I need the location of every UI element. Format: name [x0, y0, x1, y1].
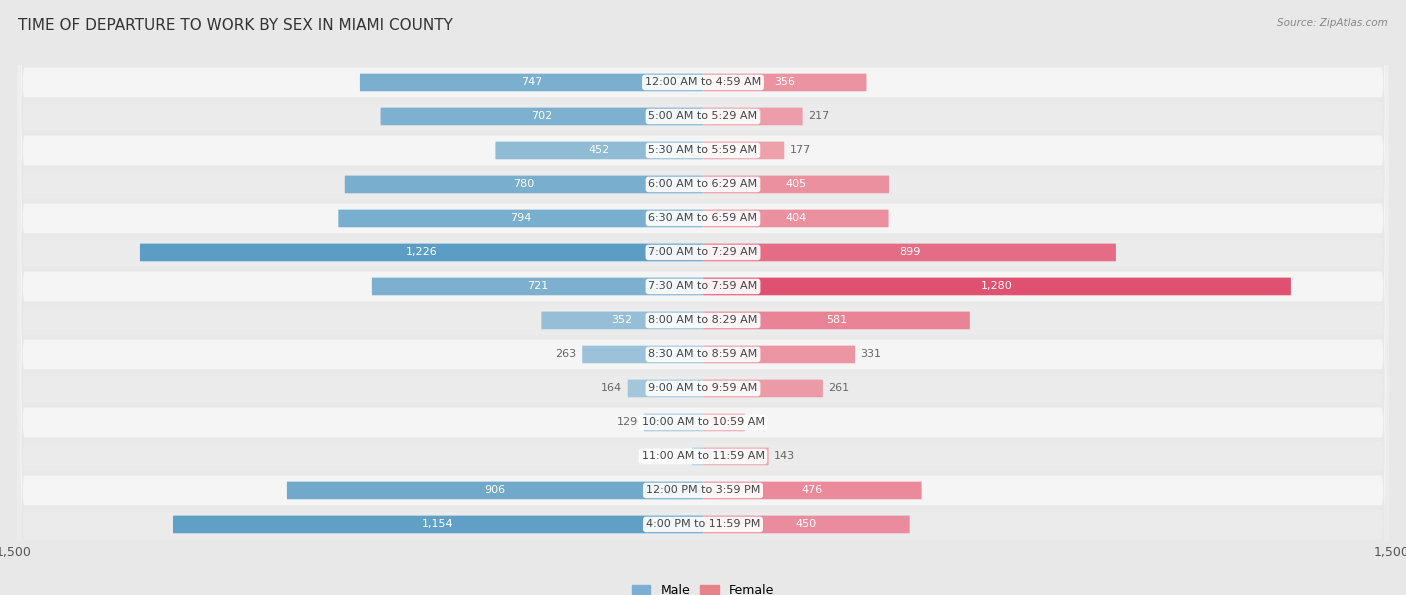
- FancyBboxPatch shape: [703, 312, 970, 329]
- Text: 899: 899: [898, 248, 920, 258]
- FancyBboxPatch shape: [495, 142, 703, 159]
- FancyBboxPatch shape: [703, 414, 745, 431]
- Text: 177: 177: [790, 145, 811, 155]
- Text: 581: 581: [825, 315, 846, 325]
- Text: 9:00 AM to 9:59 AM: 9:00 AM to 9:59 AM: [648, 383, 758, 393]
- FancyBboxPatch shape: [344, 176, 703, 193]
- Text: 452: 452: [589, 145, 610, 155]
- FancyBboxPatch shape: [18, 0, 1388, 595]
- FancyBboxPatch shape: [18, 0, 1388, 595]
- FancyBboxPatch shape: [18, 0, 1388, 578]
- Text: 906: 906: [485, 486, 506, 496]
- FancyBboxPatch shape: [582, 346, 703, 364]
- FancyBboxPatch shape: [644, 414, 703, 431]
- Text: 164: 164: [600, 383, 623, 393]
- FancyBboxPatch shape: [692, 447, 703, 465]
- Text: 794: 794: [510, 214, 531, 224]
- Text: Source: ZipAtlas.com: Source: ZipAtlas.com: [1277, 18, 1388, 28]
- FancyBboxPatch shape: [703, 74, 866, 91]
- Text: 261: 261: [828, 383, 849, 393]
- Text: 780: 780: [513, 180, 534, 189]
- FancyBboxPatch shape: [627, 380, 703, 397]
- Text: 5:30 AM to 5:59 AM: 5:30 AM to 5:59 AM: [648, 145, 758, 155]
- FancyBboxPatch shape: [371, 278, 703, 295]
- Text: 721: 721: [527, 281, 548, 292]
- FancyBboxPatch shape: [18, 0, 1388, 595]
- FancyBboxPatch shape: [703, 108, 803, 126]
- Text: 356: 356: [775, 77, 796, 87]
- FancyBboxPatch shape: [703, 176, 889, 193]
- FancyBboxPatch shape: [18, 0, 1388, 595]
- Text: 404: 404: [785, 214, 807, 224]
- Text: 263: 263: [555, 349, 576, 359]
- FancyBboxPatch shape: [18, 0, 1388, 595]
- FancyBboxPatch shape: [541, 312, 703, 329]
- Text: 331: 331: [860, 349, 882, 359]
- FancyBboxPatch shape: [703, 516, 910, 533]
- FancyBboxPatch shape: [703, 278, 1291, 295]
- FancyBboxPatch shape: [18, 0, 1388, 595]
- Text: 12:00 AM to 4:59 AM: 12:00 AM to 4:59 AM: [645, 77, 761, 87]
- Text: 143: 143: [775, 452, 796, 462]
- FancyBboxPatch shape: [18, 0, 1388, 595]
- FancyBboxPatch shape: [381, 108, 703, 126]
- Text: 7:00 AM to 7:29 AM: 7:00 AM to 7:29 AM: [648, 248, 758, 258]
- FancyBboxPatch shape: [18, 0, 1388, 595]
- Text: 8:00 AM to 8:29 AM: 8:00 AM to 8:29 AM: [648, 315, 758, 325]
- Text: 8:30 AM to 8:59 AM: 8:30 AM to 8:59 AM: [648, 349, 758, 359]
- Text: 11:00 AM to 11:59 AM: 11:00 AM to 11:59 AM: [641, 452, 765, 462]
- Text: 7:30 AM to 7:59 AM: 7:30 AM to 7:59 AM: [648, 281, 758, 292]
- FancyBboxPatch shape: [703, 243, 1116, 261]
- FancyBboxPatch shape: [173, 516, 703, 533]
- Text: 1,226: 1,226: [405, 248, 437, 258]
- FancyBboxPatch shape: [339, 209, 703, 227]
- FancyBboxPatch shape: [703, 142, 785, 159]
- FancyBboxPatch shape: [703, 481, 921, 499]
- FancyBboxPatch shape: [18, 0, 1388, 595]
- Text: 217: 217: [808, 111, 830, 121]
- Text: 12:00 PM to 3:59 PM: 12:00 PM to 3:59 PM: [645, 486, 761, 496]
- Text: 24: 24: [672, 452, 686, 462]
- FancyBboxPatch shape: [703, 380, 823, 397]
- Text: 129: 129: [617, 418, 638, 427]
- Text: 450: 450: [796, 519, 817, 530]
- Text: 1,154: 1,154: [422, 519, 454, 530]
- FancyBboxPatch shape: [703, 209, 889, 227]
- Legend: Male, Female: Male, Female: [631, 584, 775, 595]
- Text: TIME OF DEPARTURE TO WORK BY SEX IN MIAMI COUNTY: TIME OF DEPARTURE TO WORK BY SEX IN MIAM…: [18, 18, 453, 33]
- FancyBboxPatch shape: [287, 481, 703, 499]
- Text: 476: 476: [801, 486, 823, 496]
- FancyBboxPatch shape: [18, 0, 1388, 595]
- FancyBboxPatch shape: [18, 29, 1388, 595]
- FancyBboxPatch shape: [703, 346, 855, 364]
- FancyBboxPatch shape: [360, 74, 703, 91]
- Text: 6:30 AM to 6:59 AM: 6:30 AM to 6:59 AM: [648, 214, 758, 224]
- FancyBboxPatch shape: [18, 0, 1388, 595]
- FancyBboxPatch shape: [141, 243, 703, 261]
- Text: 405: 405: [786, 180, 807, 189]
- FancyBboxPatch shape: [703, 447, 769, 465]
- Text: 702: 702: [531, 111, 553, 121]
- Text: 6:00 AM to 6:29 AM: 6:00 AM to 6:29 AM: [648, 180, 758, 189]
- Text: 352: 352: [612, 315, 633, 325]
- Text: 10:00 AM to 10:59 AM: 10:00 AM to 10:59 AM: [641, 418, 765, 427]
- Text: 4:00 PM to 11:59 PM: 4:00 PM to 11:59 PM: [645, 519, 761, 530]
- FancyBboxPatch shape: [18, 0, 1388, 595]
- Text: 5:00 AM to 5:29 AM: 5:00 AM to 5:29 AM: [648, 111, 758, 121]
- Text: 747: 747: [520, 77, 543, 87]
- Text: 91: 91: [751, 418, 765, 427]
- Text: 1,280: 1,280: [981, 281, 1012, 292]
